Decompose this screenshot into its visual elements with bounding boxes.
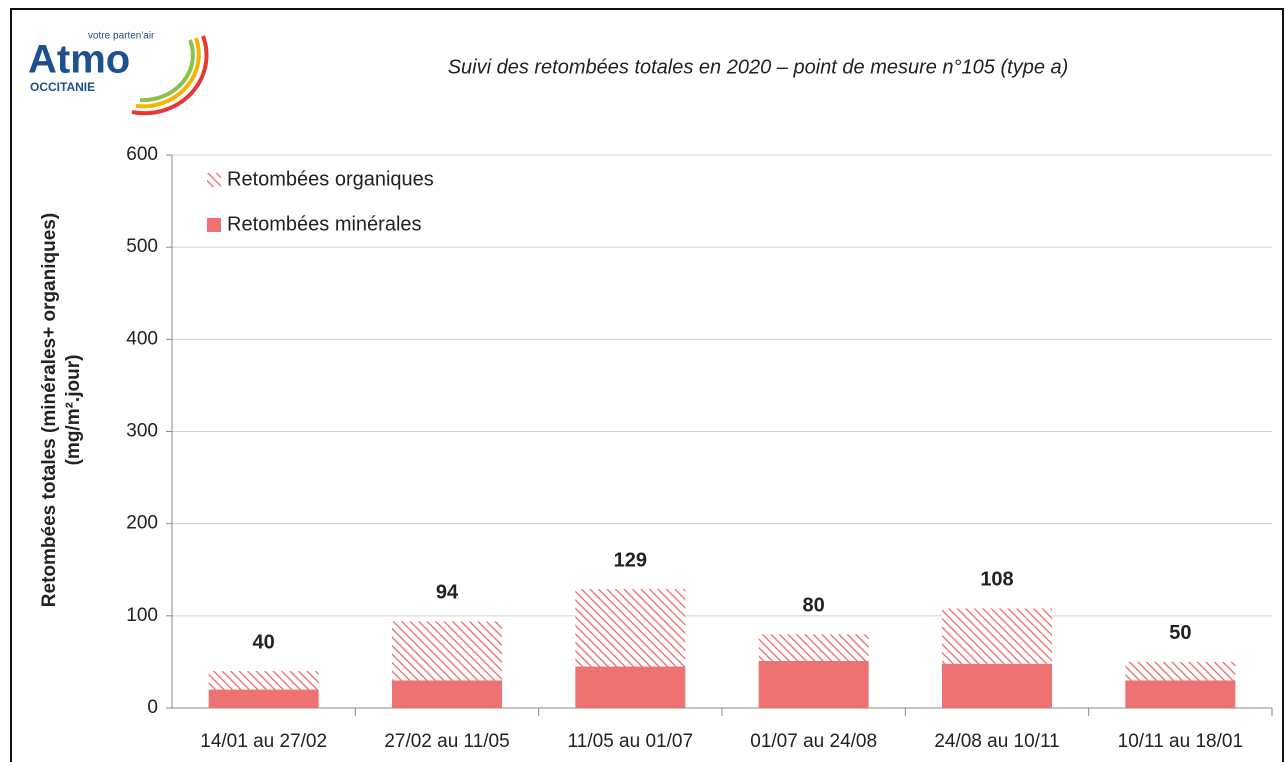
legend-label: Retombées minérales xyxy=(227,213,422,235)
y-tick-label: 200 xyxy=(126,513,158,534)
logo-brand: Atmo xyxy=(28,38,130,82)
total-label: 50 xyxy=(1169,622,1191,644)
bar-segment xyxy=(575,666,686,708)
y-axis-title: Retombées totales (minérales+ organiques… xyxy=(39,213,60,607)
y-tick-label: 100 xyxy=(126,605,158,626)
bar-segment xyxy=(758,634,869,661)
logo-tagline: votre parten'air xyxy=(88,31,155,42)
legend-swatch xyxy=(207,173,221,187)
bar-segment xyxy=(942,608,1052,664)
logo-region: OCCITANIE xyxy=(30,80,95,94)
y-axis-title: (mg/m².jour) xyxy=(63,355,84,466)
total-label: 80 xyxy=(803,595,825,617)
y-tick-label: 0 xyxy=(147,697,158,718)
x-tick-label: 10/11 au 18/01 xyxy=(1118,731,1243,752)
y-tick-label: 600 xyxy=(126,144,158,165)
legend-swatch xyxy=(207,218,221,232)
total-label: 94 xyxy=(436,582,459,604)
bar-segment xyxy=(208,671,319,690)
total-label: 129 xyxy=(614,549,647,571)
total-label: 40 xyxy=(253,631,275,653)
bar-segment xyxy=(758,660,869,708)
x-tick-label: 14/01 au 27/02 xyxy=(200,731,327,752)
bar-segment xyxy=(392,621,502,681)
x-tick-label: 24/08 au 10/11 xyxy=(934,731,1059,752)
bar-segment xyxy=(1125,661,1236,681)
bar-segment xyxy=(392,680,502,708)
y-tick-label: 500 xyxy=(126,236,158,257)
bar-segment xyxy=(208,689,319,708)
bar-segment xyxy=(942,663,1052,708)
total-label: 108 xyxy=(980,569,1013,591)
chart-title: Suivi des retombées totales en 2020 – po… xyxy=(448,56,1069,78)
frame xyxy=(10,8,1284,762)
y-tick-label: 300 xyxy=(126,421,158,442)
bar-segment xyxy=(1125,680,1236,708)
bar-segment xyxy=(575,589,686,667)
logo: Atmo votre parten'air OCCITANIE xyxy=(28,31,209,116)
y-tick-label: 400 xyxy=(126,328,158,349)
legend-label: Retombées organiques xyxy=(227,168,434,190)
x-tick-label: 11/05 au 01/07 xyxy=(568,731,693,752)
x-tick-label: 01/07 au 24/08 xyxy=(750,731,877,752)
x-tick-label: 27/02 au 11/05 xyxy=(384,731,509,752)
